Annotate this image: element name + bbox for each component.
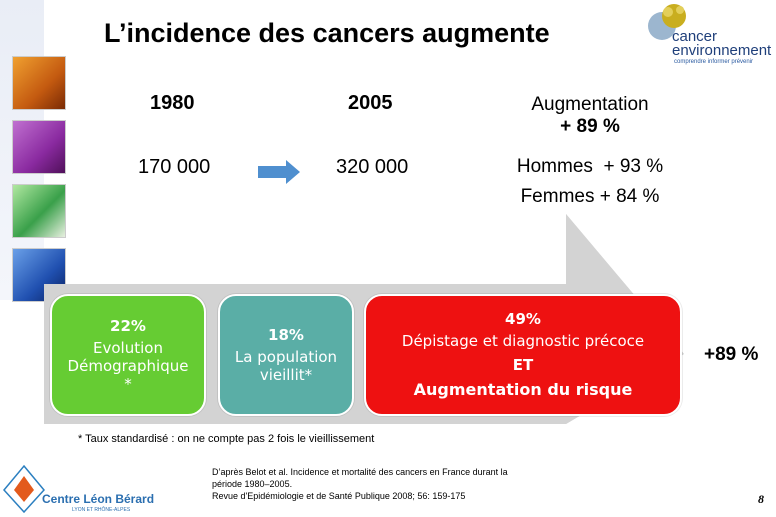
box2-percent: 18% [268, 326, 304, 344]
year-2005: 2005 [348, 92, 393, 114]
box-screening-risk: 49% Dépistage et diagnostic précoce ET A… [364, 294, 682, 416]
source-line3: Revue d'Epidémiologie et de Santé Publiq… [212, 491, 466, 502]
centre-name: Centre Léon Bérard [42, 492, 155, 506]
cases-1980: 170 000 [138, 156, 211, 178]
photo-waiting-room [12, 56, 66, 110]
slide-title: L’incidence des cancers augmente [104, 18, 550, 48]
centre-sub: LYON ET RHÔNE-ALPES [72, 507, 131, 513]
footnote: * Taux standardisé : on ne compte pas 2 … [78, 433, 375, 445]
photo-hospital-building [12, 184, 66, 238]
box3-text1: Dépistage et diagnostic précoce [401, 332, 645, 351]
box1-percent: 22% [110, 317, 146, 335]
diamond-logo-icon [3, 464, 45, 514]
year-1980: 1980 [150, 92, 195, 114]
box2-text2: vieillit* [259, 366, 313, 384]
logo-line2: environnement [672, 42, 772, 59]
box1-text3: * [124, 375, 132, 393]
box-aging: 18% La population vieillit* [218, 294, 354, 416]
femmes-increase: Femmes + 84 % [520, 186, 660, 207]
source-line1: D’après Belot et al. Incidence et mortal… [212, 467, 508, 477]
augmentation-value: + 89 % [560, 116, 620, 137]
box-demographic: 22% Evolution Démographique * [50, 294, 206, 416]
box3-text3: Augmentation du risque [413, 380, 633, 400]
augmentation-label: Augmentation [531, 94, 649, 115]
cancer-environnement-logo: cancer environnement comprendre informer… [644, 2, 776, 66]
source-citation: D’après Belot et al. Incidence et mortal… [212, 466, 542, 502]
box1-text1: Evolution [93, 339, 163, 357]
total-increase: +89 % [704, 344, 759, 365]
centre-leon-berard-logo: Centre Léon Bérard LYON ET RHÔNE-ALPES [0, 462, 154, 517]
box3-percent: 49% [505, 310, 541, 329]
box3-text2: ET [512, 356, 534, 375]
logo-line1: cancer [672, 28, 718, 45]
logo-tagline: comprendre informer prévenir [674, 59, 754, 65]
increase-arrow-icon [258, 160, 300, 184]
page-number: 8 [758, 492, 764, 506]
box2-text1: La population [234, 348, 338, 366]
augmentation-block: Augmentation + 89 % [500, 94, 680, 138]
source-line2: période 1980–2005. [212, 479, 293, 490]
photo-medical-staff [12, 120, 66, 174]
hommes-increase: Hommes + 93 % [516, 156, 664, 177]
cases-2005: 320 000 [336, 156, 409, 178]
box1-text2: Démographique [67, 357, 189, 375]
tree-logo-icon [648, 4, 686, 40]
